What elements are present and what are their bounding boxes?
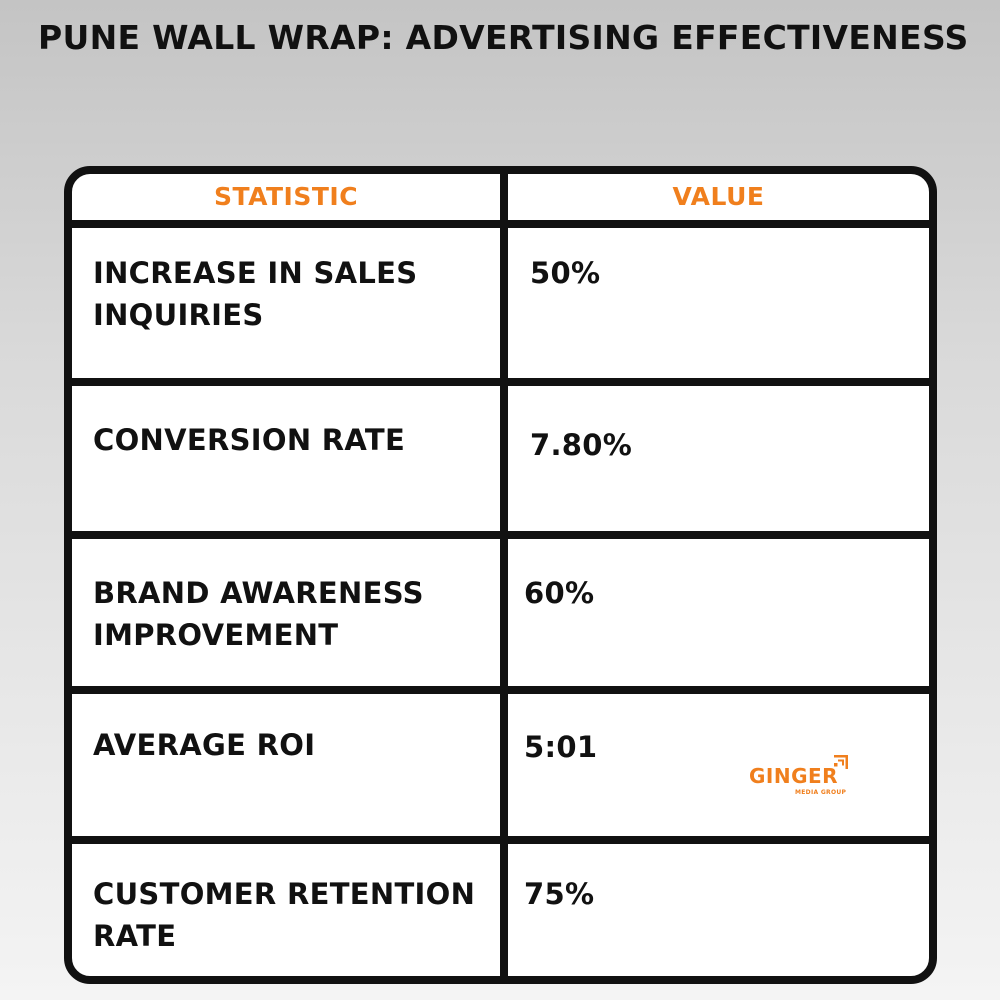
table-row-value: 7.80% (530, 428, 633, 462)
table-row-statistic: INCREASE IN SALES INQUIRIES (93, 256, 418, 332)
table-row-value: 75% (524, 877, 595, 911)
table-row-statistic: CUSTOMER RETENTION RATE (93, 877, 476, 953)
ginger-logo: GINGER MEDIA GROUP (749, 754, 848, 802)
row-divider (72, 686, 929, 694)
table-row-statistic: BRAND AWARENESS IMPROVEMENT (93, 576, 424, 652)
table-row-statistic: CONVERSION RATE (93, 423, 406, 457)
logo-tagline: MEDIA GROUP (795, 789, 847, 796)
row-divider (72, 220, 929, 228)
header-statistic: STATISTIC (213, 182, 359, 211)
table-row-value: 5:01 (524, 730, 598, 764)
header-value: VALUE (672, 182, 765, 211)
logo-name: GINGER (749, 764, 839, 788)
ginger-mark-icon (834, 755, 848, 769)
row-divider (72, 378, 929, 386)
table-row-value: 60% (524, 576, 595, 610)
table-row-statistic: AVERAGE ROI (93, 728, 316, 762)
row-divider (72, 836, 929, 844)
page-title: PUNE WALL WRAP: ADVERTISING EFFECTIVENES… (38, 18, 969, 57)
table-row-value: 50% (530, 256, 601, 290)
statistics-table: STATISTIC VALUE INCREASE IN SALES INQUIR… (64, 166, 937, 984)
column-divider (500, 174, 508, 976)
row-divider (72, 531, 929, 539)
